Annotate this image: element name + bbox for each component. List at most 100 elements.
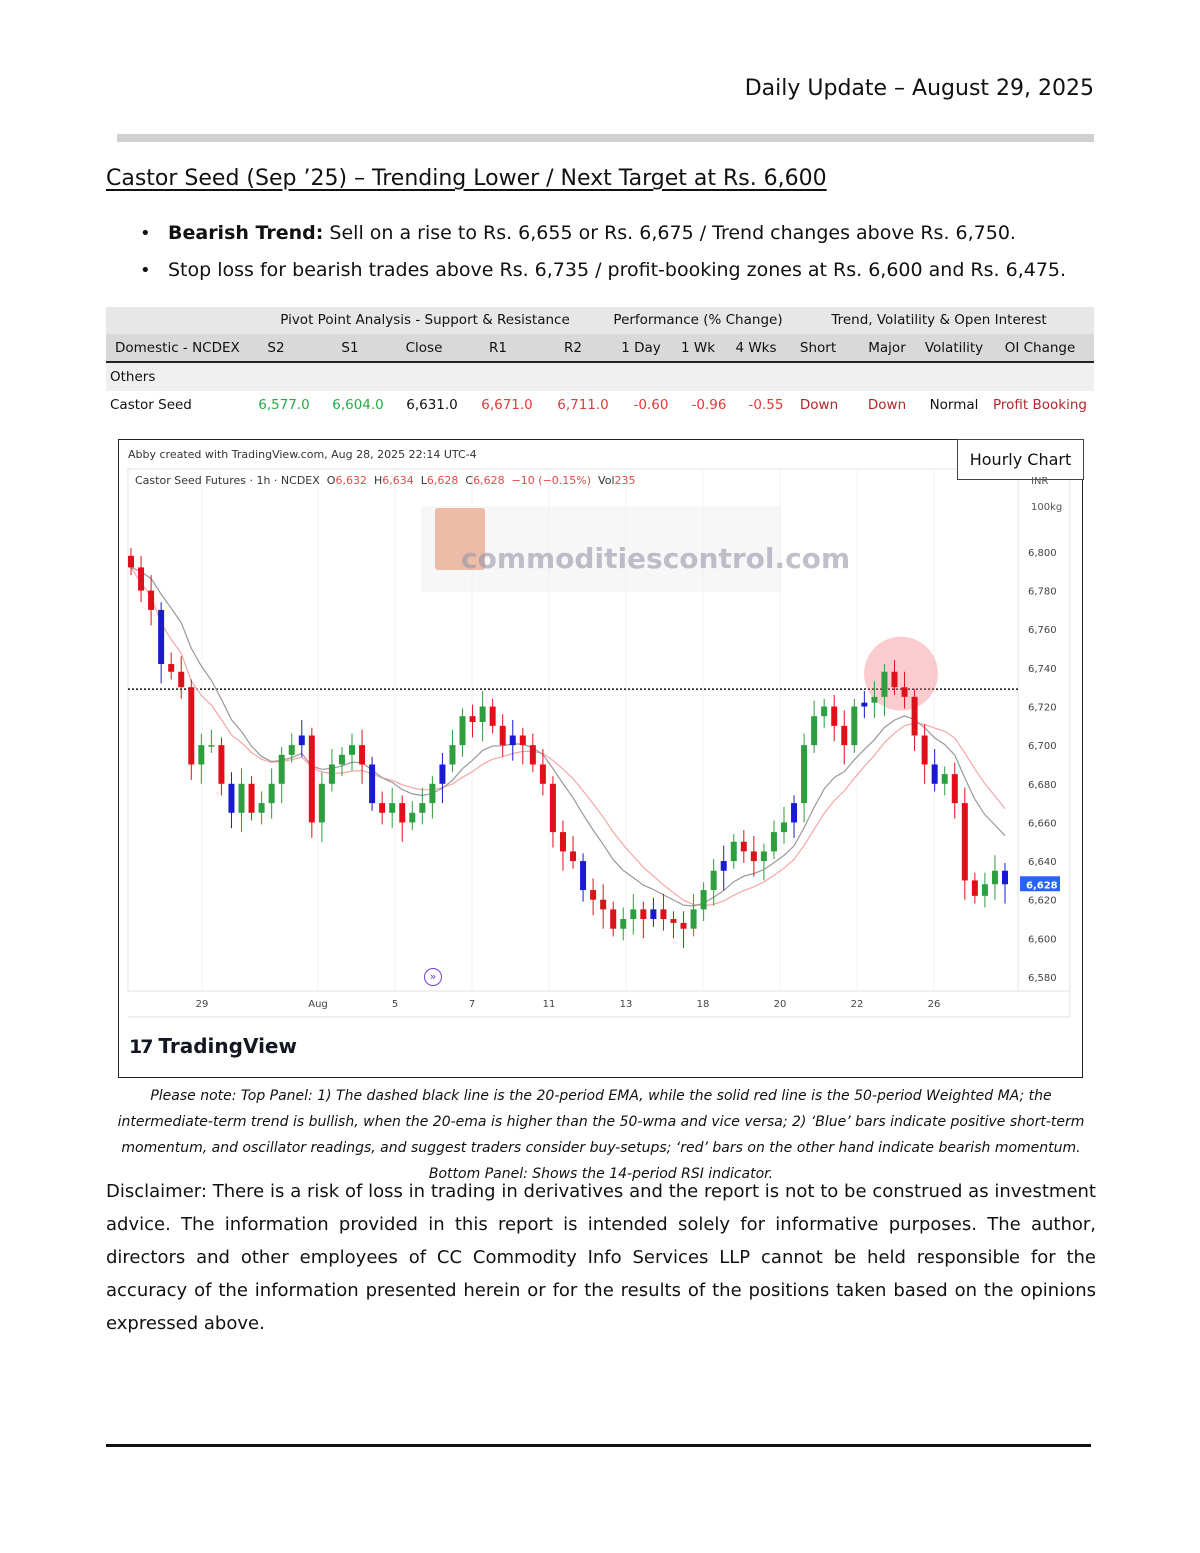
price-chart: 29 Aug 5 7 11 13 18 20 22 26 6,580 6,600 6,620 6,640 6… <box>118 439 1084 1078</box>
candle-body <box>147 590 154 610</box>
x-tick-label: Aug <box>308 999 328 1010</box>
x-tick-label: 22 <box>850 999 863 1010</box>
candle-body <box>750 850 757 861</box>
candle-body <box>1001 870 1008 884</box>
cell-s1: 6,604.0 <box>332 397 384 413</box>
candle-body <box>559 831 566 851</box>
candle-body <box>227 783 234 813</box>
y-tick-label: 6,620 <box>1028 895 1057 906</box>
cell-r1: 6,671.0 <box>481 397 533 413</box>
candle-body <box>680 922 687 929</box>
candle-body <box>278 754 285 784</box>
y-tick-label: 6,640 <box>1028 857 1057 868</box>
candle-body <box>840 725 847 745</box>
candle-body <box>669 918 676 923</box>
candle-body <box>589 889 596 900</box>
candle-body <box>901 686 908 697</box>
footer-rule <box>106 1444 1091 1447</box>
candle-body <box>479 706 486 722</box>
col-header: OI Change <box>1004 340 1076 356</box>
table-group-header: Pivot Point Analysis - Support & Resista… <box>106 307 1094 334</box>
group-performance: Performance (% Change) <box>613 312 783 328</box>
ema-line <box>130 566 1005 907</box>
tv-logo-icon: 17 <box>129 1036 153 1058</box>
candle-body <box>288 744 295 755</box>
candle-body <box>489 706 496 726</box>
page-title: Castor Seed (Sep ’25) – Trending Lower /… <box>106 166 827 191</box>
candle-body <box>268 783 275 803</box>
y-tick-label: 6,740 <box>1028 663 1057 674</box>
cell-short: Down <box>799 397 839 413</box>
candle-body <box>619 918 626 929</box>
unit-currency: INR <box>1031 476 1049 487</box>
y-tick-label: 6,760 <box>1028 625 1057 636</box>
candle-body <box>358 744 365 764</box>
candle-body <box>187 686 194 764</box>
candle-body <box>217 744 224 784</box>
candle-body <box>961 802 968 880</box>
candle-body <box>177 671 184 687</box>
col-header: Short <box>799 340 837 356</box>
candle-body <box>569 850 576 861</box>
close-value: 6,628 <box>473 474 505 487</box>
col-header: R1 <box>489 340 507 356</box>
col-header: Close <box>405 340 443 356</box>
chart-note: Please note: Top Panel: 1) The dashed bl… <box>117 1088 1085 1182</box>
table-section-row: Others <box>106 363 1094 391</box>
candle-body <box>981 883 988 896</box>
x-tick-label: 13 <box>619 999 632 1010</box>
cell-major: Down <box>867 397 907 413</box>
bullet-bold: Bearish Trend: <box>168 222 324 244</box>
col-header: Volatility <box>924 340 984 356</box>
candle-body <box>710 870 717 890</box>
cell-1day: -0.60 <box>633 397 669 413</box>
candle-body <box>579 860 586 890</box>
candle-body <box>599 899 606 909</box>
cell-close: 6,631.0 <box>406 397 458 413</box>
low-label: L <box>420 474 427 487</box>
candle-body <box>499 725 506 745</box>
cell-volatility: Normal <box>929 397 979 413</box>
candle-body <box>740 841 747 851</box>
bullet-item: • Stop loss for bearish trades above Rs. … <box>140 259 1067 281</box>
y-tick-label: 6,700 <box>1028 741 1057 752</box>
last-price-label: 6,628 <box>1026 880 1058 891</box>
candle-body <box>730 841 737 861</box>
candle-body <box>609 908 616 929</box>
table-row: Castor Seed 6,577.0 6,604.0 6,631.0 6,67… <box>106 391 1094 419</box>
candle-body <box>368 763 375 803</box>
candle-body <box>629 908 636 919</box>
candle-body <box>408 812 415 822</box>
volume-value: 235 <box>614 474 636 487</box>
cell-1wk: -0.96 <box>691 397 727 413</box>
candle-body <box>931 763 938 784</box>
go-to-realtime-icon[interactable]: » <box>424 968 442 986</box>
candle-body <box>298 735 305 745</box>
candle-body <box>800 744 807 803</box>
x-tick-label: 5 <box>391 999 397 1010</box>
x-tick-label: 20 <box>773 999 786 1010</box>
unit-quantity: 100kg <box>1031 502 1063 513</box>
tv-brand-text: TradingView <box>158 1034 297 1058</box>
cell-name: Castor Seed <box>110 397 192 413</box>
section-label: Others <box>110 369 156 385</box>
candle-body <box>991 870 998 884</box>
candle-body <box>448 744 455 764</box>
candle-body <box>318 783 325 822</box>
candle-body <box>418 802 425 813</box>
y-tick-label: 6,600 <box>1028 934 1057 945</box>
candle-body <box>258 802 265 813</box>
candle-body <box>137 566 144 591</box>
last-price-tag <box>1019 875 1060 891</box>
candle-body <box>438 763 445 784</box>
candle-body <box>157 609 164 664</box>
candle-body <box>659 908 666 919</box>
candle-body <box>428 783 435 803</box>
report-date-header: Daily Update – August 29, 2025 <box>744 76 1094 101</box>
candle-body <box>790 802 797 822</box>
cell-oi-change: Profit Booking <box>993 397 1087 413</box>
x-tick-label: 29 <box>195 999 208 1010</box>
col-header: Domestic - NCDEX <box>115 340 240 356</box>
y-tick-label: 6,780 <box>1028 586 1057 597</box>
col-header: 1 Wk <box>680 340 716 356</box>
